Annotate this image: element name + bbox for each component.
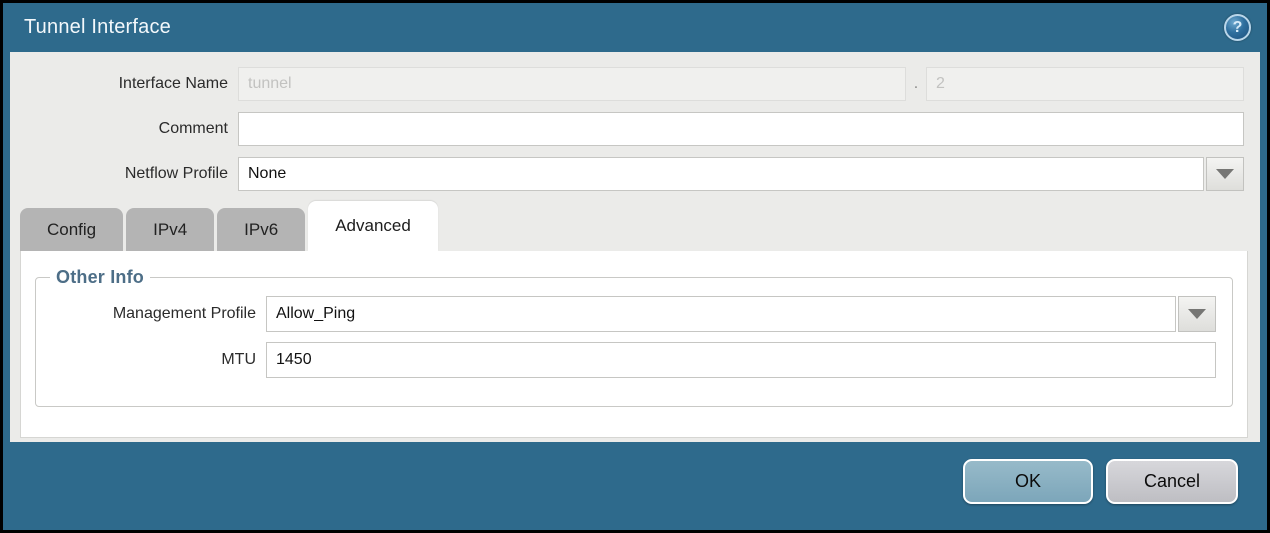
tab-advanced[interactable]: Advanced	[308, 201, 438, 251]
chevron-down-icon	[1216, 169, 1234, 179]
tab-ipv6[interactable]: IPv6	[217, 208, 306, 251]
dialog-form-area: Interface Name . Comment Netflow Profile	[10, 52, 1260, 442]
interface-name-controls: .	[238, 67, 1244, 101]
netflow-profile-controls	[238, 157, 1244, 191]
comment-row: Comment	[10, 111, 1260, 147]
netflow-profile-row: Netflow Profile	[10, 156, 1260, 192]
interface-name-separator: .	[913, 75, 919, 92]
interface-unit-input	[926, 67, 1244, 101]
comment-controls	[238, 112, 1244, 146]
help-icon[interactable]: ?	[1224, 14, 1251, 41]
other-info-legend: Other Info	[56, 267, 144, 287]
mtu-input[interactable]	[266, 342, 1216, 378]
management-profile-row: Management Profile	[46, 296, 1222, 332]
tab-config[interactable]: Config	[20, 208, 124, 251]
management-profile-dropdown-button[interactable]	[1178, 296, 1216, 332]
interface-name-row: Interface Name .	[10, 66, 1260, 102]
mtu-controls	[266, 342, 1216, 378]
management-profile-controls	[266, 296, 1216, 332]
management-profile-value[interactable]	[266, 296, 1176, 332]
dialog-footer: OK Cancel	[3, 442, 1267, 530]
advanced-tab-panel: Other Info Management Profile MTU	[20, 251, 1248, 438]
netflow-profile-label: Netflow Profile	[124, 165, 228, 182]
management-profile-label: Management Profile	[112, 305, 256, 322]
netflow-profile-value[interactable]	[238, 157, 1204, 191]
tunnel-interface-dialog: Tunnel Interface ? Interface Name . Comm…	[3, 3, 1267, 530]
mtu-label: MTU	[221, 351, 256, 368]
cancel-button[interactable]: Cancel	[1106, 459, 1238, 504]
netflow-profile-dropdown-button[interactable]	[1206, 157, 1244, 191]
tab-ipv4[interactable]: IPv4	[126, 208, 215, 251]
mtu-row: MTU	[46, 342, 1222, 378]
dialog-titlebar: Tunnel Interface ?	[3, 3, 1267, 52]
comment-input[interactable]	[238, 112, 1244, 146]
interface-name-label: Interface Name	[118, 75, 228, 92]
dialog-title: Tunnel Interface	[24, 16, 171, 38]
tab-bar: Config IPv4 IPv6 Advanced	[10, 201, 1260, 251]
chevron-down-icon	[1188, 309, 1206, 319]
other-info-group: Other Info Management Profile MTU	[35, 267, 1233, 407]
ok-button[interactable]: OK	[963, 459, 1093, 504]
comment-label: Comment	[158, 120, 228, 137]
help-icon-glyph: ?	[1232, 18, 1243, 36]
interface-name-input	[238, 67, 906, 101]
